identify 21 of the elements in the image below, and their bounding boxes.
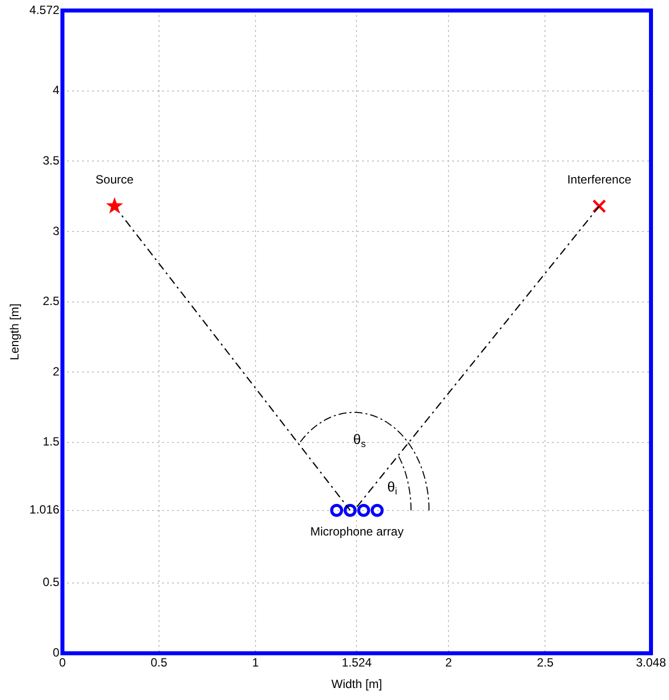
y-tick-label: 1.5 bbox=[42, 434, 60, 449]
series-label: Source bbox=[96, 172, 134, 186]
x-tick-label: 1.524 bbox=[342, 656, 372, 670]
x-tick-label: 2 bbox=[445, 656, 452, 670]
y-tick-label: 4.572 bbox=[29, 2, 60, 17]
x-tick-label: 0.5 bbox=[150, 656, 168, 670]
y-tick-label: 3.5 bbox=[42, 154, 60, 168]
y-tick-label: 0 bbox=[52, 646, 60, 660]
y-tick-label: 2.5 bbox=[42, 294, 60, 308]
x-tick-label: 1 bbox=[252, 656, 260, 670]
y-tick-label: 0.5 bbox=[42, 575, 60, 590]
x-tick-label: 2.5 bbox=[536, 656, 554, 670]
y-tick-label: 4 bbox=[52, 83, 60, 98]
y-tick-label: 1.016 bbox=[29, 502, 60, 517]
y-tick-label: 3 bbox=[52, 224, 60, 238]
series-label: Microphone array bbox=[310, 524, 404, 539]
y-axis-title: Length [m] bbox=[8, 304, 22, 360]
x-tick-label: 3.048 bbox=[636, 656, 666, 670]
x-axis-title: Width [m] bbox=[331, 677, 382, 692]
y-tick-label: 2 bbox=[52, 364, 60, 378]
series-label: Interference bbox=[567, 172, 632, 186]
